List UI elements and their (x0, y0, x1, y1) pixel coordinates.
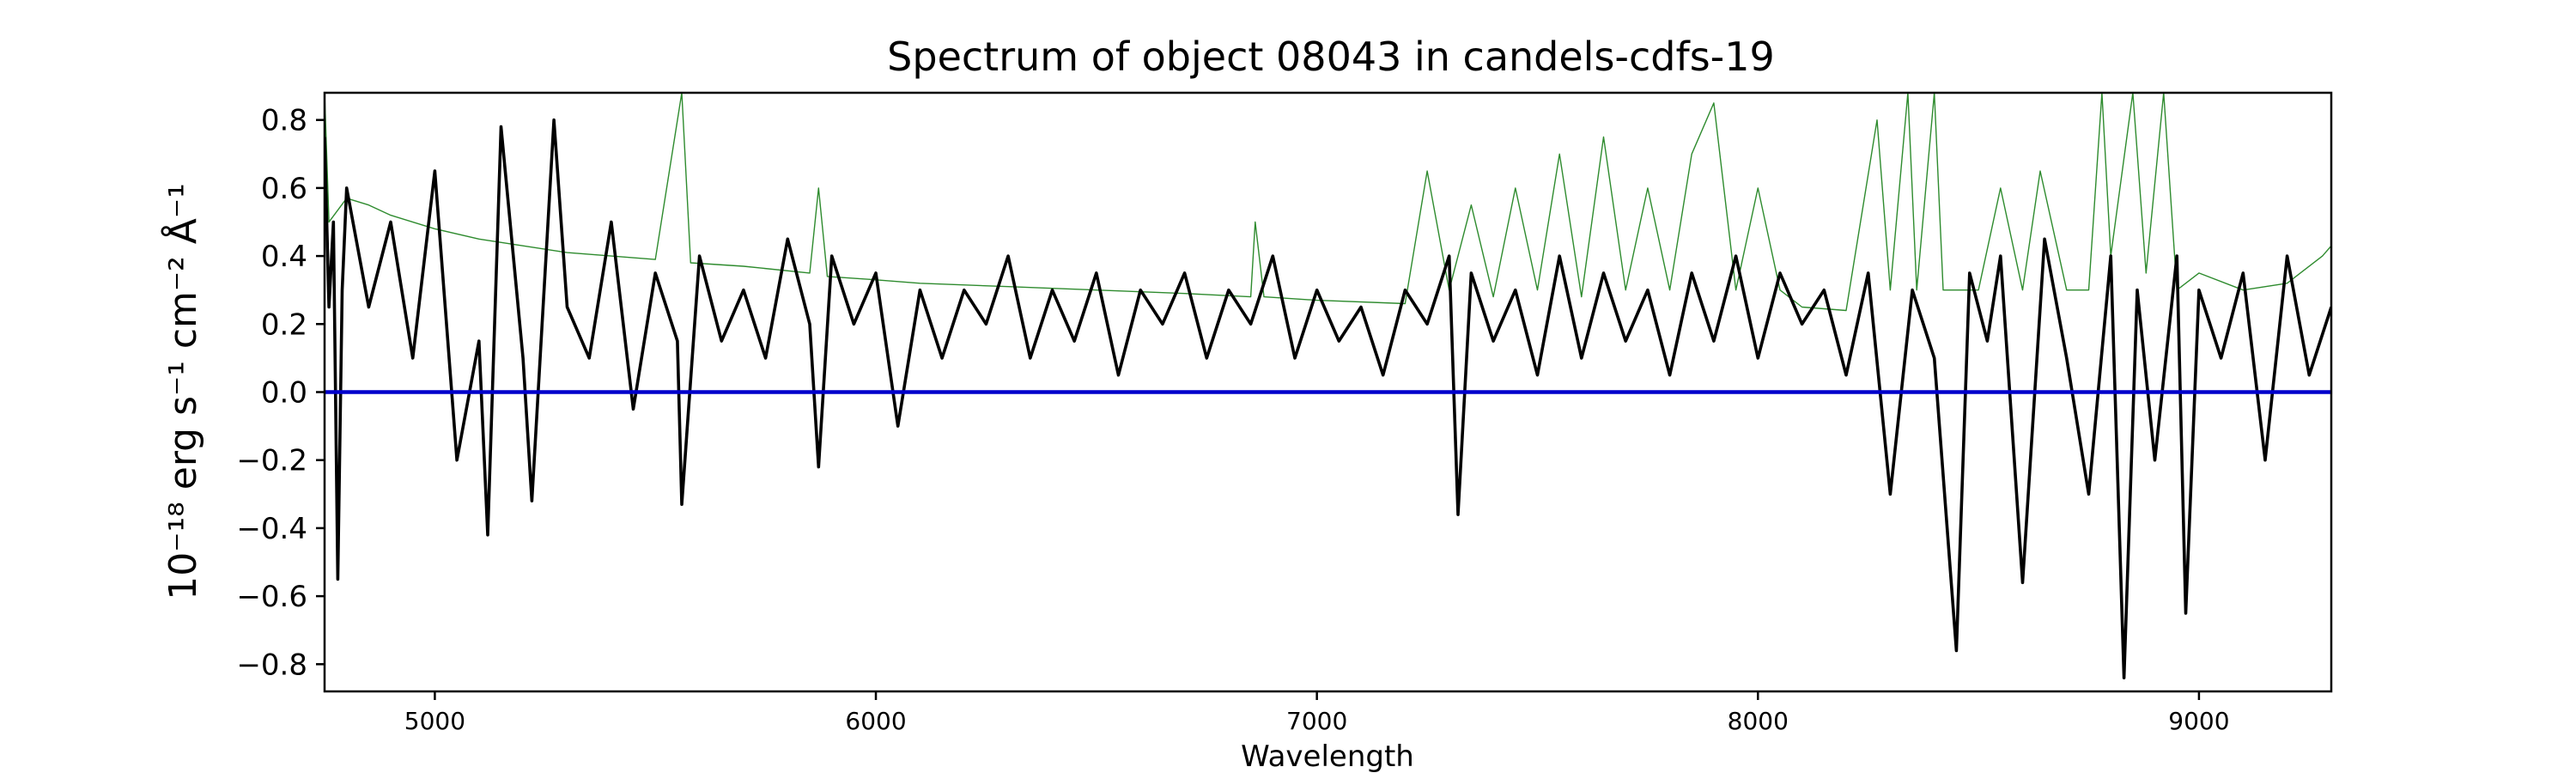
y-axis-label: 10⁻¹⁸ erg s⁻¹ cm⁻² Å⁻¹ (160, 183, 205, 600)
x-axis: 5000 6000 7000 8000 9000 (404, 691, 2230, 735)
series-layer (325, 93, 2331, 680)
x-axis-label: Wavelength (1241, 740, 1414, 773)
y-tick-label: 0.6 (261, 172, 307, 206)
y-tick-label: −0.4 (236, 512, 307, 546)
flux-spectrum-line (325, 118, 2331, 680)
x-tick-label: 7000 (1286, 707, 1347, 735)
x-tick-label: 8000 (1728, 707, 1789, 735)
x-tick-label: 5000 (404, 707, 465, 735)
y-axis: −0.8 −0.6 −0.4 −0.2 0.0 0.2 0.4 0.6 0.8 (236, 104, 325, 682)
y-tick-label: 0.0 (261, 376, 307, 411)
plot-area: −0.8 −0.6 −0.4 −0.2 0.0 0.2 0.4 0.6 0.8 5000 6000… (236, 91, 2333, 735)
model-spectrum-line (325, 93, 2331, 312)
x-tick-label: 9000 (2168, 707, 2229, 735)
y-tick-label: −0.6 (236, 580, 307, 614)
chart-title: Spectrum of object 08043 in candels-cdfs… (887, 33, 1775, 80)
y-tick-label: 0.2 (261, 307, 307, 342)
y-tick-label: 0.8 (261, 104, 307, 138)
y-tick-label: 0.4 (261, 240, 307, 274)
x-tick-label: 6000 (845, 707, 906, 735)
y-tick-label: −0.2 (236, 444, 307, 478)
y-tick-label: −0.8 (236, 648, 307, 682)
